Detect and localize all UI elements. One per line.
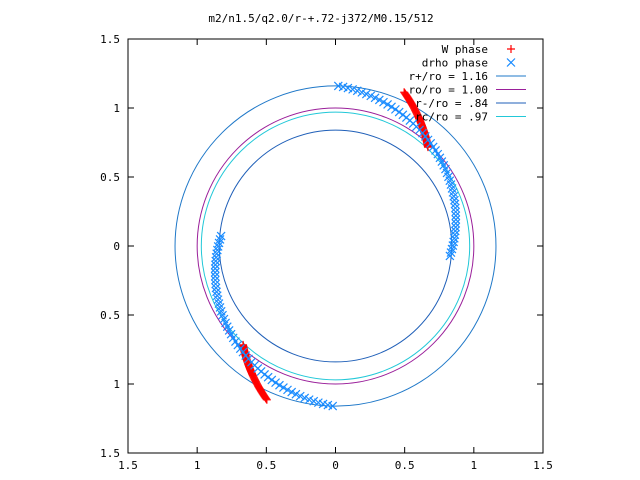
- data-point: [210, 267, 220, 277]
- drho-phase-series: [210, 81, 461, 411]
- data-point: [333, 81, 343, 91]
- data-point: [211, 252, 221, 262]
- data-point: [451, 207, 461, 217]
- circle-curve: [218, 129, 453, 363]
- data-point: [328, 401, 338, 411]
- legend-label: ro/ro = 1.00: [409, 84, 488, 97]
- x-tick-label: 0.5: [395, 459, 415, 472]
- data-point: [361, 89, 371, 99]
- y-tick-label: 1: [113, 102, 120, 115]
- data-point: [214, 238, 224, 248]
- legend-swatch: [506, 58, 516, 67]
- y-tick-label: 1.5: [100, 447, 120, 460]
- data-point: [446, 248, 456, 257]
- legend-label: drho phase: [422, 57, 488, 70]
- data-point: [450, 230, 460, 240]
- data-point: [212, 249, 222, 259]
- legend-label: r+/ro = 1.16: [409, 70, 488, 83]
- data-point: [213, 242, 223, 251]
- y-tick-label: 0.5: [100, 171, 120, 184]
- legend-label: rc/ro = .97: [415, 111, 488, 124]
- data-point: [262, 394, 271, 403]
- data-point: [211, 283, 221, 293]
- data-point: [379, 97, 388, 107]
- data-point: [210, 271, 220, 281]
- data-point: [287, 387, 297, 397]
- data-point: [451, 215, 461, 225]
- data-point: [449, 237, 459, 247]
- circle-curve: [196, 107, 475, 385]
- data-point: [451, 222, 461, 232]
- data-point: [451, 218, 461, 228]
- data-point: [451, 211, 461, 221]
- y-tick-label: 0.5: [100, 309, 120, 322]
- data-point: [210, 264, 220, 274]
- data-point: [210, 260, 220, 270]
- legend-swatch: [507, 45, 515, 53]
- data-point: [390, 104, 400, 114]
- data-point: [450, 226, 460, 236]
- data-point: [450, 203, 460, 213]
- data-point: [449, 233, 459, 243]
- data-point: [300, 393, 310, 403]
- w-phase-series: [239, 88, 432, 404]
- data-point: [263, 372, 273, 382]
- data-point: [447, 244, 457, 254]
- y-axis: 1.5 1 0.5 0 0.5 1 1.5: [100, 33, 543, 460]
- data-point: [370, 93, 380, 103]
- data-point: [262, 395, 271, 404]
- data-point: [448, 241, 458, 250]
- data-point: [271, 378, 281, 388]
- data-point: [400, 88, 409, 97]
- data-point: [291, 389, 301, 399]
- data-point: [394, 107, 404, 117]
- circle-curve: [200, 111, 471, 381]
- data-point: [210, 275, 220, 285]
- circle-curve: [174, 85, 497, 407]
- data-point: [212, 245, 222, 255]
- data-point: [387, 102, 396, 112]
- data-point: [261, 393, 270, 402]
- plot-area: [127, 38, 544, 454]
- y-tick-label: 0: [113, 240, 120, 253]
- x-tick-label: 1.5: [118, 459, 138, 472]
- data-point: [400, 89, 409, 98]
- data-point: [211, 279, 221, 289]
- x-tick-label: 0.5: [256, 459, 276, 472]
- data-point: [366, 91, 376, 101]
- x-tick-label: 1: [471, 459, 478, 472]
- data-point: [383, 100, 392, 109]
- x-tick-label: 1: [194, 459, 201, 472]
- x-tick-label: 1.5: [533, 459, 553, 472]
- legend-label: W phase: [442, 43, 488, 56]
- data-point: [401, 90, 410, 99]
- chart-title: m2/n1.5/q2.0/r-+.72-j372/M0.15/512: [208, 12, 433, 25]
- x-tick-label: 0: [332, 459, 339, 472]
- legend-label: r-/ro = .84: [415, 97, 488, 110]
- data-point: [279, 383, 288, 392]
- data-point: [211, 256, 221, 266]
- data-point: [450, 199, 460, 209]
- data-point: [283, 385, 292, 395]
- data-point: [215, 235, 225, 244]
- data-point: [374, 95, 384, 105]
- data-point: [295, 391, 305, 401]
- data-point: [267, 375, 277, 385]
- data-point: [275, 380, 284, 390]
- y-tick-label: 1: [113, 378, 120, 391]
- x-axis: 1.5 1 0.5 0 0.5 1 1.5: [118, 39, 553, 472]
- y-tick-label: 1.5: [100, 33, 120, 46]
- data-point: [398, 110, 408, 120]
